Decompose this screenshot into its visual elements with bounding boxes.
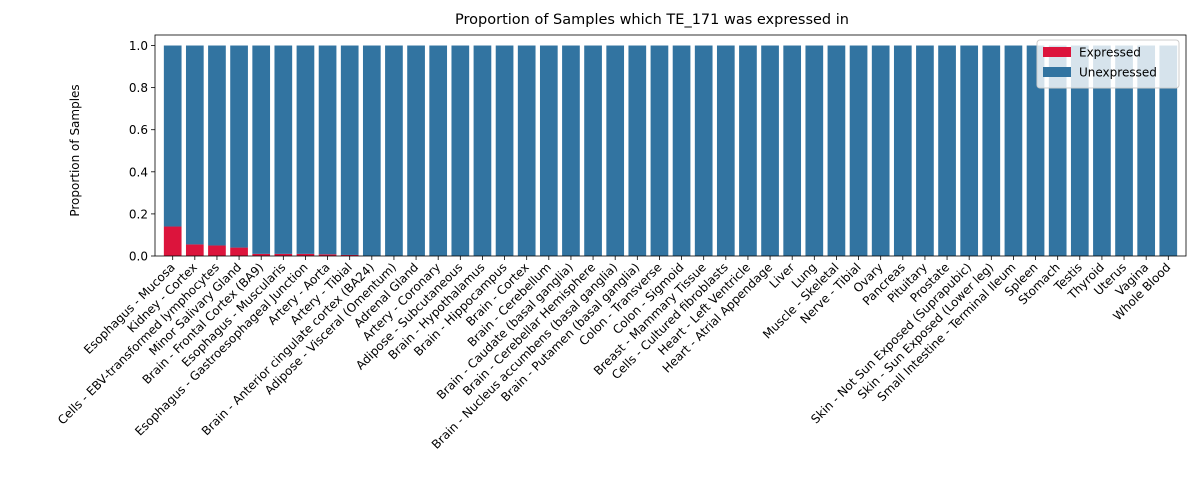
bar-unexpressed-3 bbox=[230, 45, 248, 248]
legend-swatch-expressed bbox=[1043, 47, 1071, 57]
bar-unexpressed-40 bbox=[1048, 45, 1067, 256]
bar-unexpressed-15 bbox=[495, 45, 514, 256]
bar-unexpressed-1 bbox=[185, 45, 204, 245]
legend-label-expressed: Expressed bbox=[1079, 46, 1141, 60]
bar-unexpressed-27 bbox=[761, 45, 779, 256]
bar-expressed-6 bbox=[296, 253, 315, 256]
plot-frame bbox=[154, 34, 1187, 257]
bar-unexpressed-42 bbox=[1093, 45, 1111, 256]
x-tick-label: Liver bbox=[767, 260, 798, 291]
bar-unexpressed-6 bbox=[296, 45, 315, 254]
bar-unexpressed-14 bbox=[473, 45, 492, 256]
bar-expressed-7 bbox=[318, 254, 337, 256]
legend-label-unexpressed: Unexpressed bbox=[1079, 66, 1157, 80]
bar-unexpressed-13 bbox=[451, 45, 470, 256]
bar-unexpressed-19 bbox=[584, 45, 602, 256]
bar-unexpressed-45 bbox=[1159, 45, 1178, 256]
chart-title: Proportion of Samples which TE_171 was e… bbox=[455, 12, 849, 28]
y-tick-label: 0.8 bbox=[129, 81, 148, 95]
bar-unexpressed-18 bbox=[562, 45, 580, 256]
bar-unexpressed-30 bbox=[827, 45, 846, 256]
bar-expressed-1 bbox=[185, 244, 204, 256]
bar-unexpressed-34 bbox=[916, 45, 934, 256]
y-tick-label: 0.4 bbox=[129, 165, 148, 179]
bar-unexpressed-36 bbox=[960, 45, 979, 256]
bar-unexpressed-41 bbox=[1070, 45, 1089, 256]
y-axis-label: Proportion of Samples bbox=[68, 84, 82, 216]
bar-unexpressed-37 bbox=[982, 45, 1001, 256]
bar-unexpressed-20 bbox=[606, 45, 625, 256]
bar-unexpressed-32 bbox=[871, 45, 890, 256]
bar-unexpressed-44 bbox=[1137, 45, 1156, 256]
y-tick-label: 0.2 bbox=[129, 207, 148, 221]
bar-unexpressed-38 bbox=[1004, 45, 1023, 256]
bar-unexpressed-43 bbox=[1115, 45, 1133, 256]
legend-swatch-unexpressed bbox=[1043, 67, 1071, 77]
bar-unexpressed-0 bbox=[163, 45, 182, 227]
bar-unexpressed-39 bbox=[1026, 45, 1045, 256]
bar-unexpressed-26 bbox=[739, 45, 757, 256]
bar-unexpressed-9 bbox=[362, 45, 381, 256]
bar-unexpressed-8 bbox=[340, 45, 359, 255]
bar-expressed-0 bbox=[163, 226, 182, 256]
bar-expressed-5 bbox=[274, 253, 293, 256]
bar-unexpressed-16 bbox=[517, 45, 536, 256]
y-axis: 0.0 0.2 0.4 0.6 0.8 1.0 bbox=[129, 39, 155, 264]
bar-unexpressed-7 bbox=[318, 45, 337, 255]
bar-unexpressed-4 bbox=[252, 45, 271, 254]
bars-layer bbox=[163, 45, 1178, 256]
y-tick-label: 0.0 bbox=[129, 250, 148, 264]
bar-unexpressed-17 bbox=[539, 45, 558, 256]
bar-unexpressed-23 bbox=[672, 45, 691, 256]
bar-unexpressed-24 bbox=[694, 45, 713, 256]
legend-box bbox=[1036, 39, 1180, 89]
bar-unexpressed-10 bbox=[385, 45, 403, 256]
bar-expressed-2 bbox=[208, 245, 226, 256]
bar-expressed-4 bbox=[252, 253, 271, 256]
bar-unexpressed-22 bbox=[650, 45, 669, 256]
bar-unexpressed-2 bbox=[208, 45, 226, 246]
bar-expressed-8 bbox=[340, 254, 359, 256]
bar-unexpressed-33 bbox=[893, 45, 912, 256]
bar-unexpressed-31 bbox=[849, 45, 868, 256]
bar-expressed-3 bbox=[230, 247, 248, 256]
bar-unexpressed-29 bbox=[805, 45, 824, 256]
bar-unexpressed-25 bbox=[716, 45, 735, 256]
bar-unexpressed-12 bbox=[429, 45, 448, 256]
bar-unexpressed-35 bbox=[938, 45, 956, 256]
bar-unexpressed-11 bbox=[407, 45, 425, 256]
bar-unexpressed-5 bbox=[274, 45, 293, 254]
y-tick-label: 1.0 bbox=[129, 39, 148, 53]
bar-unexpressed-21 bbox=[628, 45, 647, 256]
bar-unexpressed-28 bbox=[783, 45, 802, 256]
y-tick-label: 0.6 bbox=[129, 123, 148, 137]
legend: Expressed Unexpressed bbox=[1036, 39, 1180, 89]
